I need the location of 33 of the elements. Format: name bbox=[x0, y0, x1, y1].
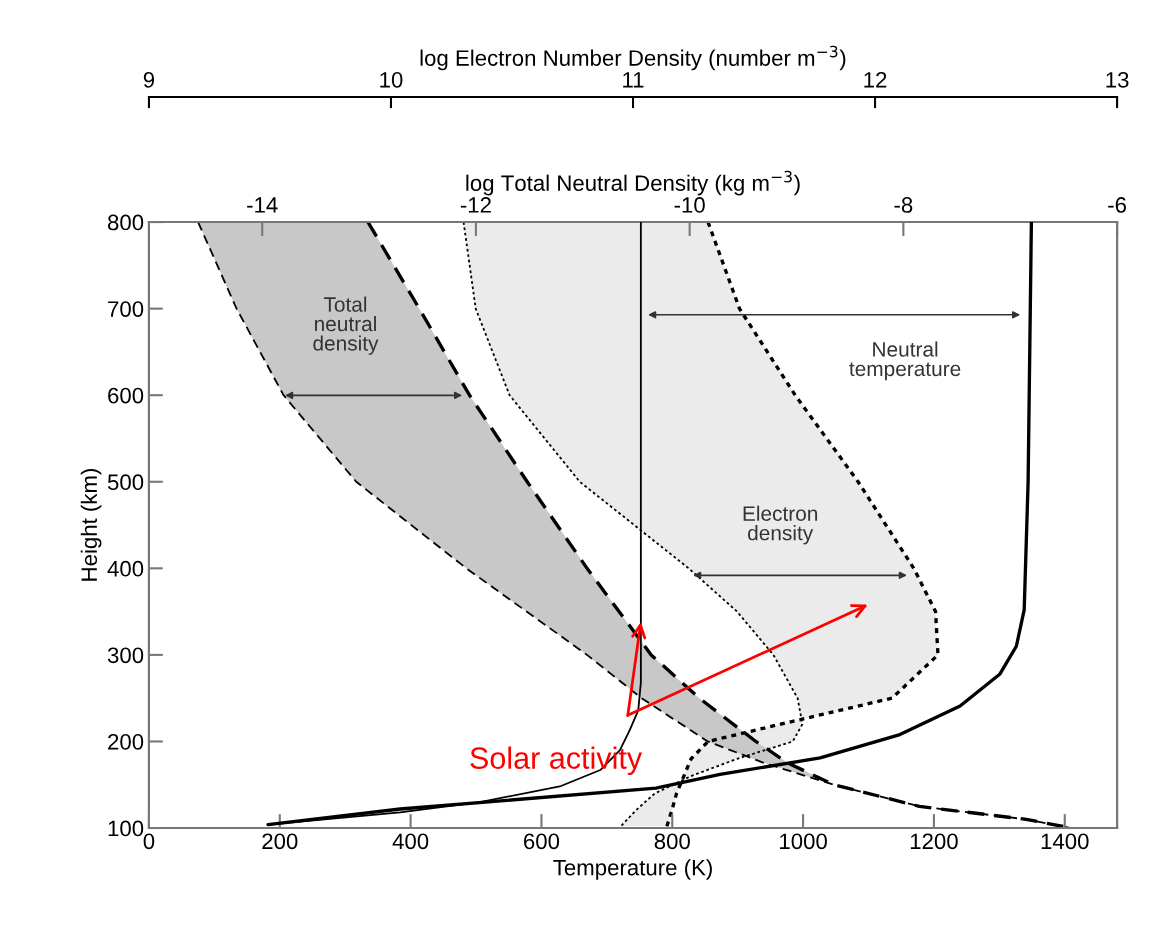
y-tick-label: 800 bbox=[107, 214, 144, 231]
x2-tick-label: -10 bbox=[674, 197, 705, 213]
x-tick-label: 12 bbox=[864, 71, 887, 88]
y-tick-label: 100 bbox=[108, 820, 144, 837]
x2-tick-label: -14 bbox=[247, 197, 278, 213]
y-tick-label: 300 bbox=[107, 647, 144, 664]
y-tick-label: 400 bbox=[107, 560, 144, 577]
x2-tick-label: -12 bbox=[460, 197, 491, 213]
x-tick-label: 800 bbox=[654, 833, 690, 850]
x-tick-label: 400 bbox=[392, 833, 429, 850]
annotation: Neutral temperature bbox=[849, 341, 961, 381]
x-tick-label: 1400 bbox=[1041, 833, 1089, 850]
x-axis-title: log Electron Number Density (number m$^{−3}$) bbox=[420, 45, 846, 71]
annotation: Electron density bbox=[743, 505, 818, 545]
annotation: Total neutral density bbox=[313, 296, 379, 355]
x-tick-label: 11 bbox=[623, 72, 644, 88]
x-tick-label: 0 bbox=[143, 833, 155, 850]
y-tick-label: 500 bbox=[107, 474, 144, 491]
y-axis-title: Height (km) bbox=[80, 469, 102, 581]
x-tick-label: 600 bbox=[524, 833, 560, 850]
y-tick-label: 600 bbox=[108, 387, 144, 404]
y-tick-label: 200 bbox=[108, 734, 144, 750]
x-tick-label: 200 bbox=[262, 833, 298, 850]
x2-tick-label: -6 bbox=[1108, 197, 1126, 213]
y-tick-label: 700 bbox=[108, 301, 144, 317]
x-tick-label: 13 bbox=[1106, 71, 1129, 88]
x-tick-label: 9 bbox=[143, 71, 155, 88]
x-tick-label: 10 bbox=[380, 71, 403, 88]
x2-axis-title: log Total Neutral Density (kg m$^{−3}$) bbox=[466, 170, 800, 196]
x-tick-label: 1200 bbox=[910, 833, 958, 850]
x2-tick-label: -8 bbox=[894, 197, 913, 213]
x-axis-title: Temperature (K) bbox=[553, 859, 712, 880]
x-tick-label: 1000 bbox=[780, 833, 827, 850]
